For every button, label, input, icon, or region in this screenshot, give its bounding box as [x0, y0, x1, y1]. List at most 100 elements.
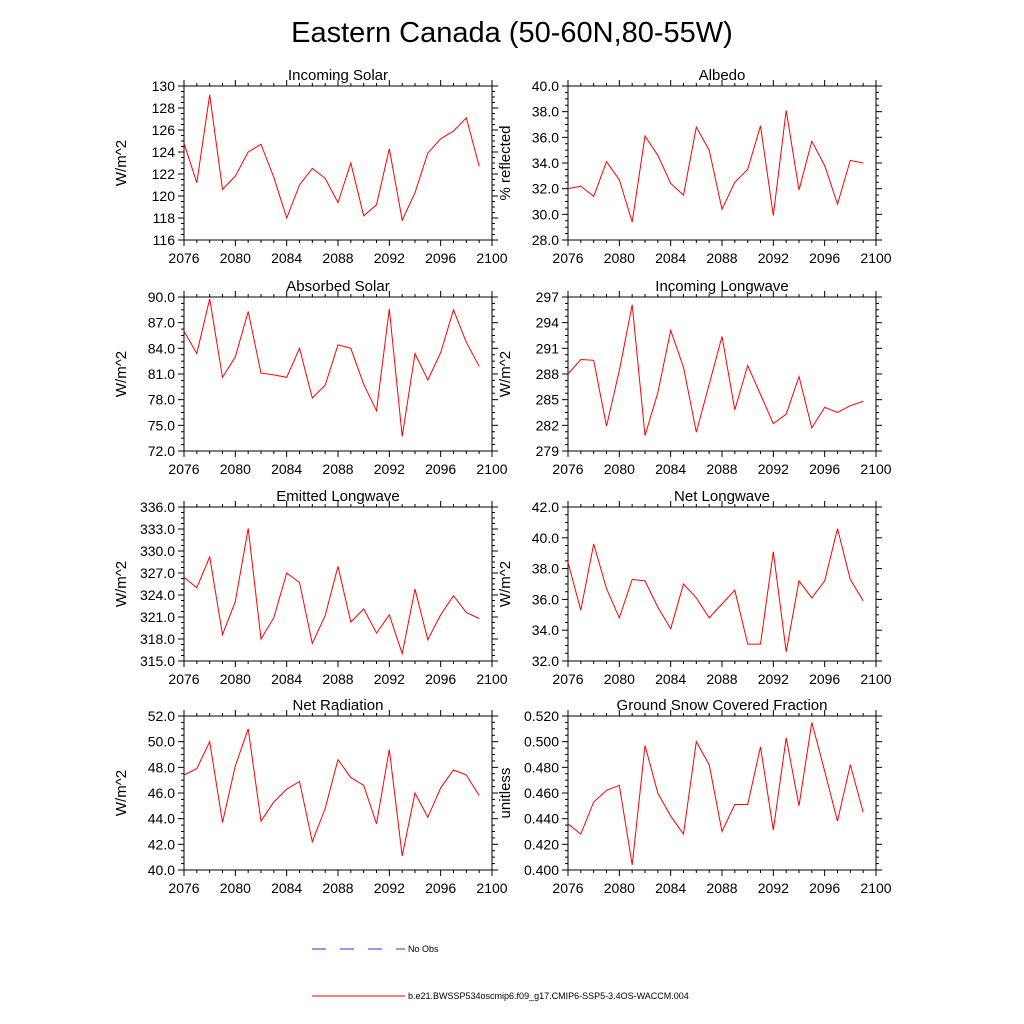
y-tick-label: 336.0	[140, 499, 175, 515]
y-tick-label: 0.460	[524, 785, 559, 801]
x-tick-label: 2084	[655, 880, 686, 896]
y-tick-label: 285	[536, 392, 560, 408]
x-tick-label: 2096	[425, 250, 456, 266]
legend-model-label: b.e21.BWSSP534oscmip6.f09_g17.CMIP6-SSP5…	[408, 991, 689, 1001]
x-tick-label: 2076	[168, 671, 199, 687]
y-tick-label: 42.0	[148, 836, 175, 852]
x-tick-label: 2100	[860, 671, 891, 687]
x-tick-label: 2100	[476, 671, 507, 687]
chart-panel: Emitted Longwave 2076 2080 2084 2088 2092 2096…	[113, 488, 508, 687]
y-tick-label: 126	[152, 122, 176, 138]
y-tick-label: 30.0	[532, 206, 559, 222]
y-tick-label: 330.0	[140, 543, 175, 559]
x-tick-label: 2076	[552, 880, 583, 896]
x-tick-label: 2092	[374, 671, 405, 687]
x-tick-label: 2076	[552, 250, 583, 266]
y-tick-label: 40.0	[532, 78, 559, 94]
series-line	[183, 298, 480, 437]
x-tick-label: 2092	[374, 461, 405, 477]
x-tick-label: 2076	[552, 671, 583, 687]
panel-title: Ground Snow Covered Fraction	[617, 697, 828, 714]
series-line	[567, 110, 864, 223]
x-tick-label: 2076	[552, 461, 583, 477]
y-tick-label: 0.440	[524, 811, 559, 827]
series-line	[567, 528, 864, 652]
y-tick-label: 78.0	[148, 392, 175, 408]
x-tick-label: 2100	[860, 461, 891, 477]
series-line	[567, 304, 864, 436]
chart-panel: Albedo 2076 2080 2084 2088 2092 2096 2100 28.0 30…	[497, 67, 892, 266]
x-tick-label: 2100	[860, 880, 891, 896]
y-tick-label: 327.0	[140, 565, 175, 581]
y-tick-label: 40.0	[148, 862, 175, 878]
x-tick-label: 2092	[758, 250, 789, 266]
plot-frame	[567, 296, 877, 452]
y-axis-label: W/m^2	[113, 770, 130, 816]
y-tick-label: 0.420	[524, 836, 559, 852]
x-tick-label: 2100	[476, 880, 507, 896]
y-tick-label: 75.0	[148, 417, 175, 433]
x-tick-label: 2092	[374, 250, 405, 266]
chart-panel: Ground Snow Covered Fraction 2076 2080 2084…	[497, 697, 892, 896]
x-tick-label: 2084	[655, 250, 686, 266]
y-tick-label: 50.0	[148, 734, 175, 750]
x-tick-label: 2100	[476, 461, 507, 477]
x-tick-label: 2080	[604, 250, 635, 266]
y-tick-label: 0.400	[524, 862, 559, 878]
x-tick-label: 2096	[425, 880, 456, 896]
chart-panel: Absorbed Solar 2076 2080 2084 2088 2092 2096 21…	[113, 278, 508, 477]
y-axis-label: % reflected	[497, 125, 514, 200]
y-tick-label: 333.0	[140, 521, 175, 537]
plot-frame	[567, 85, 877, 241]
y-tick-label: 42.0	[532, 499, 559, 515]
plot-frame	[183, 85, 493, 241]
y-tick-label: 128	[152, 100, 176, 116]
legend: No Obs b.e21.BWSSP534oscmip6.f09_g17.CMI…	[312, 944, 689, 1001]
panel-title: Absorbed Solar	[286, 278, 389, 295]
x-tick-label: 2076	[168, 461, 199, 477]
x-tick-label: 2096	[809, 461, 840, 477]
x-tick-label: 2096	[809, 671, 840, 687]
y-axis-label: W/m^2	[113, 351, 130, 397]
panel-title: Emitted Longwave	[276, 488, 399, 505]
y-tick-label: 321.0	[140, 609, 175, 625]
y-tick-label: 279	[536, 443, 560, 459]
y-tick-label: 28.0	[532, 232, 559, 248]
y-axis-label: W/m^2	[497, 351, 514, 397]
panel-title: Net Longwave	[674, 488, 770, 505]
x-tick-label: 2096	[809, 880, 840, 896]
plot-frame	[567, 506, 877, 662]
chart-panel: Net Radiation 2076 2080 2084 2088 2092 2096 210…	[113, 697, 508, 896]
y-tick-label: 87.0	[148, 315, 175, 331]
x-tick-label: 2088	[322, 461, 353, 477]
x-tick-label: 2080	[220, 250, 251, 266]
x-tick-label: 2088	[322, 250, 353, 266]
x-tick-label: 2096	[425, 461, 456, 477]
y-tick-label: 36.0	[532, 591, 559, 607]
y-tick-label: 0.520	[524, 708, 559, 724]
x-tick-label: 2084	[271, 461, 302, 477]
x-tick-label: 2100	[860, 250, 891, 266]
y-tick-label: 52.0	[148, 708, 175, 724]
y-axis-label: W/m^2	[113, 561, 130, 607]
y-tick-label: 124	[152, 144, 176, 160]
y-tick-label: 130	[152, 78, 176, 94]
y-tick-label: 40.0	[532, 530, 559, 546]
y-tick-label: 297	[536, 289, 560, 305]
y-tick-label: 81.0	[148, 366, 175, 382]
y-tick-label: 291	[536, 340, 560, 356]
y-tick-label: 122	[152, 166, 176, 182]
x-tick-label: 2092	[758, 461, 789, 477]
chart-panel: Net Longwave 2076 2080 2084 2088 2092 2096 2100…	[497, 488, 892, 687]
x-tick-label: 2080	[220, 880, 251, 896]
y-tick-label: 116	[153, 232, 176, 248]
y-tick-label: 38.0	[532, 104, 559, 120]
panel-title: Albedo	[699, 67, 746, 84]
panel-title: Incoming Solar	[288, 67, 388, 84]
y-tick-label: 48.0	[148, 759, 175, 775]
y-tick-label: 46.0	[148, 785, 175, 801]
x-tick-label: 2088	[322, 880, 353, 896]
chart-panel: Incoming Longwave 2076 2080 2084 2088 2092 209…	[497, 278, 892, 477]
x-tick-label: 2080	[604, 461, 635, 477]
